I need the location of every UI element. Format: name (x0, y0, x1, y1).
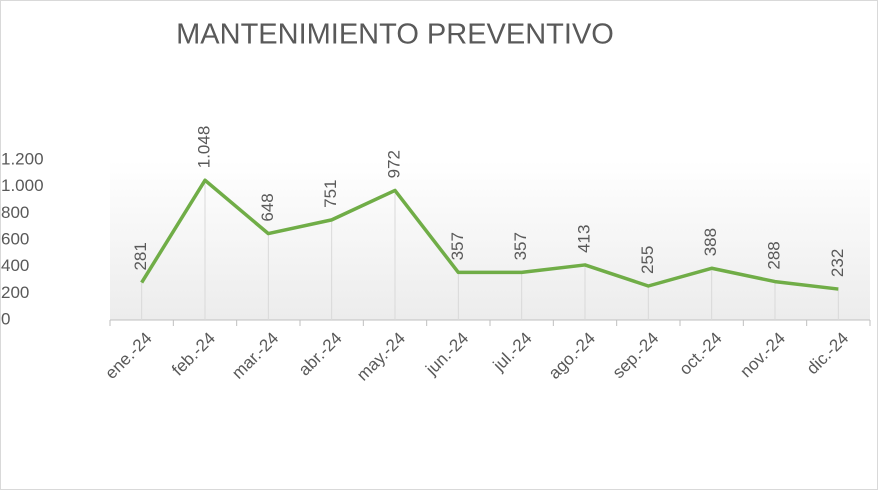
chart-title: MANTENIMIENTO PREVENTIVO (176, 19, 614, 51)
data-label: 357 (511, 232, 530, 260)
y-tick-label: 600 (1, 229, 29, 248)
data-label: 388 (701, 228, 720, 256)
data-label: 288 (764, 241, 783, 269)
data-label: 1.048 (194, 126, 213, 169)
y-tick-label: 400 (1, 256, 29, 275)
y-tick-label: 1.200 (1, 149, 44, 168)
y-tick-label: 800 (1, 203, 29, 222)
data-label: 232 (828, 249, 847, 277)
line (140, 178, 839, 291)
data-label: 413 (574, 225, 593, 253)
data-label: 281 (131, 242, 150, 270)
data-label: 972 (384, 150, 403, 178)
y-tick-label: 1.000 (1, 176, 44, 195)
data-label: 648 (258, 193, 277, 221)
data-label: 751 (321, 179, 340, 207)
y-tick-label: 200 (1, 283, 29, 302)
data-label: 357 (448, 232, 467, 260)
plot-area (110, 160, 870, 320)
y-tick-label: 0 (1, 309, 10, 328)
data-label: 255 (638, 246, 657, 274)
